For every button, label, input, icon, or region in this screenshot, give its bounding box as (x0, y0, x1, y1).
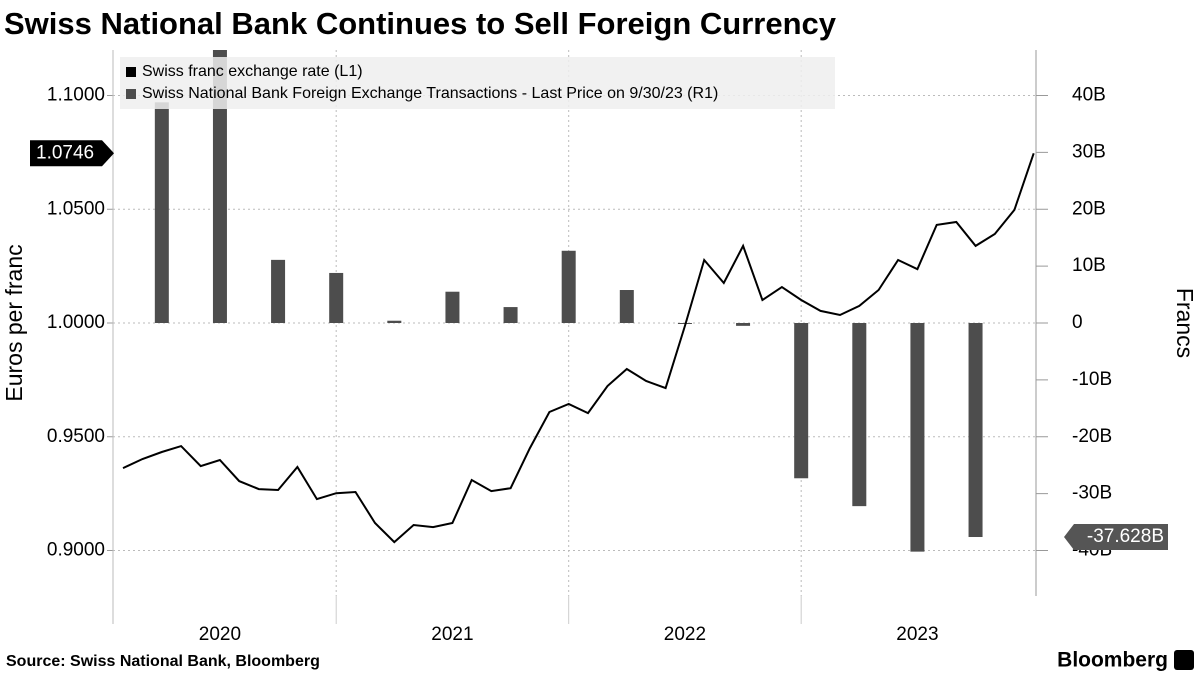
chart-title: Swiss National Bank Continues to Sell Fo… (4, 6, 837, 41)
bar (212, 50, 227, 324)
brand: Bloomberg (1057, 649, 1168, 672)
x-tick-label: 2020 (199, 624, 241, 645)
last-value-tag (30, 140, 114, 167)
y-tick-label: 1.0500 (47, 198, 105, 219)
y2-tick-label: 0 (1072, 312, 1083, 333)
legend-label: Swiss National Bank Foreign Exchange Tra… (142, 85, 718, 102)
bar (852, 323, 867, 507)
y2-tick-label: -10B (1072, 369, 1112, 390)
y-tick-label: 0.9500 (47, 426, 105, 447)
bar (329, 272, 344, 323)
legend-swatch (126, 67, 136, 77)
x-tick-label: 2023 (896, 624, 938, 645)
line (122, 152, 1035, 544)
bar (619, 290, 634, 323)
bar (794, 323, 809, 479)
x-tick-label: 2021 (431, 624, 473, 645)
bar (910, 323, 925, 552)
legend-swatch (126, 89, 136, 99)
last-value-label: 1.0746 (36, 142, 94, 163)
bar (503, 307, 518, 323)
bar (968, 323, 983, 538)
x-tick-label: 2022 (664, 624, 706, 645)
last-value-tag (1064, 524, 1168, 551)
y2-tick-label: 30B (1072, 141, 1106, 162)
legend-box (120, 57, 835, 109)
y2-tick-label: -30B (1072, 483, 1112, 504)
bar (271, 259, 286, 323)
last-value-label: -37.628B (1087, 526, 1164, 547)
bar (736, 323, 751, 326)
y2-tick-label: 40B (1072, 85, 1106, 106)
y-tick-label: 1.0000 (47, 312, 105, 333)
y-tick-label: 1.1000 (47, 85, 105, 106)
source: Source: Swiss National Bank, Bloomberg (6, 653, 320, 670)
bar (154, 102, 169, 323)
y-tick-label: 0.9000 (47, 540, 105, 561)
y2-tick-label: -20B (1072, 426, 1112, 447)
legend-label: Swiss franc exchange rate (L1) (142, 63, 363, 80)
brand-icon (1174, 650, 1194, 670)
y2-axis-label: Francs (1172, 288, 1198, 358)
y2-tick-label: 10B (1072, 255, 1106, 276)
bar (561, 250, 576, 323)
legend: Swiss franc exchange rate (L1) Swiss Nati… (120, 57, 835, 109)
y2-tick-label: 20B (1072, 198, 1106, 219)
bar (445, 291, 460, 323)
y-axis-label: Euros per franc (1, 244, 27, 401)
bar (387, 320, 402, 323)
